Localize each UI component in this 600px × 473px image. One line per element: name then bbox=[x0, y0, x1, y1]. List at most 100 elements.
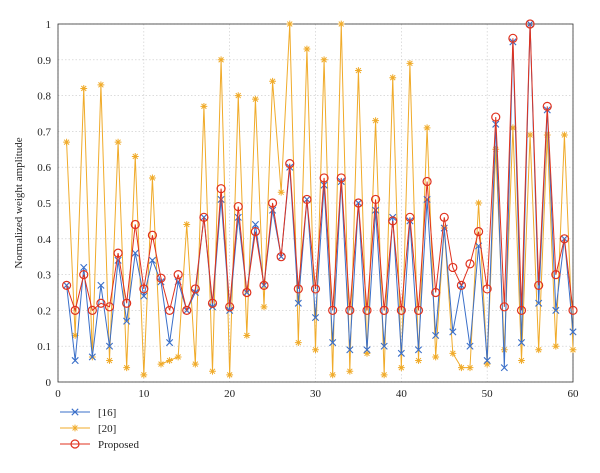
data-point-1-38 bbox=[389, 74, 397, 82]
data-point-0-3 bbox=[88, 353, 96, 361]
x-tick-label: 60 bbox=[568, 388, 580, 400]
data-point-2-13 bbox=[173, 270, 183, 280]
data-point-0-53 bbox=[517, 339, 526, 347]
data-point-2-49 bbox=[482, 284, 492, 294]
data-point-2-33 bbox=[345, 305, 355, 315]
data-point-2-18 bbox=[216, 184, 226, 194]
x-tick-label: 50 bbox=[482, 388, 494, 400]
data-point-2-40 bbox=[405, 212, 415, 222]
data-point-2-9 bbox=[139, 284, 149, 294]
data-point-0-2 bbox=[80, 263, 88, 272]
data-point-1-36 bbox=[372, 117, 379, 125]
data-point-2-38 bbox=[388, 216, 398, 226]
x-tick-label: 40 bbox=[396, 388, 408, 400]
data-point-2-51 bbox=[499, 302, 509, 312]
data-point-1-25 bbox=[277, 188, 285, 196]
data-point-1-28 bbox=[303, 45, 311, 53]
data-point-0-42 bbox=[423, 195, 431, 204]
data-point-1-47 bbox=[466, 364, 474, 372]
data-point-0-4 bbox=[97, 281, 105, 289]
data-point-0-12 bbox=[165, 339, 174, 347]
data-point-1-11 bbox=[157, 360, 165, 368]
data-point-2-57 bbox=[551, 270, 561, 280]
data-point-2-45 bbox=[448, 262, 458, 273]
data-point-0-8 bbox=[131, 249, 139, 257]
data-point-1-24 bbox=[269, 77, 276, 85]
legend-label-0: [16] bbox=[98, 407, 116, 419]
data-point-1-30 bbox=[320, 56, 328, 64]
data-point-0-9 bbox=[140, 292, 148, 300]
data-point-2-0 bbox=[61, 280, 72, 290]
data-point-1-31 bbox=[329, 371, 337, 379]
data-point-1-14 bbox=[183, 221, 191, 228]
data-point-0-59 bbox=[569, 328, 577, 336]
data-point-1-58 bbox=[561, 131, 568, 139]
data-point-1-17 bbox=[209, 367, 216, 375]
data-point-2-14 bbox=[182, 305, 192, 315]
data-point-1-8 bbox=[131, 153, 139, 160]
x-tick-label: 0 bbox=[55, 388, 61, 400]
x-tick-label: 10 bbox=[138, 388, 150, 400]
data-point-0-27 bbox=[294, 299, 302, 307]
data-point-1-59 bbox=[569, 346, 577, 354]
data-point-2-37 bbox=[379, 305, 389, 315]
data-point-1-37 bbox=[380, 371, 388, 379]
data-point-0-43 bbox=[432, 331, 440, 340]
data-point-2-26 bbox=[285, 159, 295, 169]
legend-item-2: Proposed bbox=[60, 439, 139, 451]
data-point-0-5 bbox=[105, 342, 114, 350]
data-point-2-46 bbox=[456, 280, 467, 290]
data-point-1-20 bbox=[234, 92, 242, 99]
data-point-2-48 bbox=[473, 227, 484, 237]
data-point-2-5 bbox=[104, 302, 115, 312]
data-point-1-43 bbox=[432, 353, 440, 361]
data-point-0-31 bbox=[329, 339, 337, 347]
y-tick-label: 0.6 bbox=[37, 162, 51, 174]
data-point-1-55 bbox=[535, 346, 543, 354]
data-point-1-54 bbox=[526, 131, 534, 139]
data-point-2-52 bbox=[508, 33, 518, 43]
data-point-1-12 bbox=[166, 357, 173, 364]
y-tick-label: 0.7 bbox=[37, 126, 51, 138]
data-point-2-7 bbox=[122, 298, 132, 308]
data-point-1-33 bbox=[346, 367, 354, 375]
data-point-2-30 bbox=[319, 173, 329, 183]
legend-marker-1 bbox=[71, 424, 79, 432]
data-point-2-41 bbox=[413, 305, 424, 315]
data-point-1-57 bbox=[552, 342, 560, 350]
data-point-2-17 bbox=[207, 298, 218, 308]
x-tick-label: 30 bbox=[310, 388, 322, 400]
axis-ticks: 0 10 20 30 40 50 60 0 0.1 0.2 0.3 0.4 0.5 0.6 0.7 0.8 0.… bbox=[37, 19, 579, 400]
data-point-2-20 bbox=[233, 201, 243, 212]
data-point-1-18 bbox=[217, 56, 225, 64]
data-point-2-22 bbox=[250, 227, 261, 237]
legend-item-1: [20] bbox=[60, 423, 116, 435]
data-point-0-36 bbox=[371, 206, 380, 214]
data-point-2-36 bbox=[370, 194, 381, 205]
data-point-2-31 bbox=[328, 305, 338, 315]
data-point-2-15 bbox=[190, 284, 200, 294]
data-point-0-24 bbox=[268, 206, 277, 214]
data-point-1-23 bbox=[260, 303, 268, 311]
y-tick-label: 0.2 bbox=[37, 305, 51, 317]
data-point-0-37 bbox=[380, 342, 388, 350]
data-point-2-43 bbox=[431, 287, 441, 298]
data-point-1-35 bbox=[363, 349, 371, 357]
data-point-2-8 bbox=[130, 219, 140, 230]
data-point-1-48 bbox=[475, 199, 482, 207]
data-point-2-2 bbox=[79, 270, 89, 280]
data-point-1-27 bbox=[294, 339, 302, 347]
y-tick-label: 0 bbox=[46, 377, 52, 389]
y-axis-label: Normalized weight amplitude bbox=[13, 137, 25, 268]
data-point-1-2 bbox=[80, 85, 88, 92]
data-point-1-50 bbox=[492, 145, 500, 153]
data-point-2-42 bbox=[422, 176, 432, 187]
data-point-2-3 bbox=[87, 305, 97, 315]
data-point-1-49 bbox=[483, 360, 491, 368]
data-point-2-32 bbox=[336, 173, 346, 183]
y-tick-label: 0.1 bbox=[37, 341, 51, 353]
data-point-0-1 bbox=[71, 356, 79, 365]
data-point-0-51 bbox=[500, 364, 508, 372]
data-point-2-47 bbox=[465, 259, 475, 269]
plot-area-frame bbox=[57, 23, 574, 383]
